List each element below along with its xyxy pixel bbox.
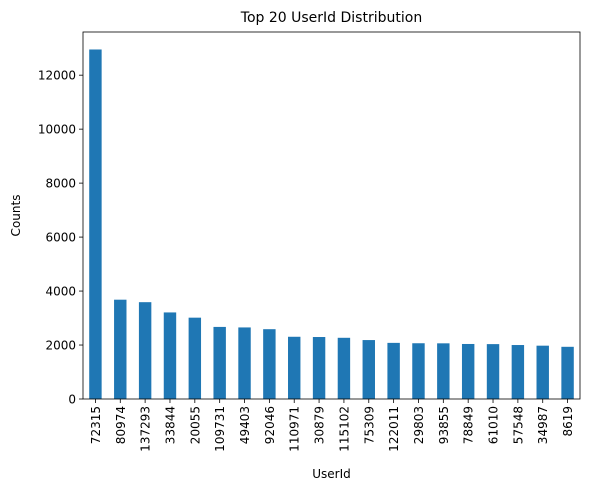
bar bbox=[337, 337, 351, 399]
x-tick-label: 78849 bbox=[462, 406, 476, 444]
x-tick-label: 93855 bbox=[437, 406, 451, 444]
x-tick-label: 137293 bbox=[139, 406, 153, 452]
chart-title: Top 20 UserId Distribution bbox=[240, 10, 422, 26]
x-tick-label: 20055 bbox=[188, 406, 202, 444]
y-tick-label: 6000 bbox=[45, 231, 76, 245]
y-tick-label: 2000 bbox=[45, 339, 76, 353]
bar bbox=[188, 317, 202, 399]
x-tick-label: 109731 bbox=[213, 406, 227, 452]
bar bbox=[213, 326, 226, 399]
x-tick-label: 57548 bbox=[511, 406, 525, 444]
bar bbox=[163, 312, 177, 399]
bar bbox=[288, 336, 301, 399]
bar bbox=[412, 343, 425, 399]
y-tick-label: 4000 bbox=[45, 285, 76, 299]
bar bbox=[511, 345, 525, 399]
x-axis-ticks: 72315 80974 137293 33844 20055 109731 49403 920… bbox=[89, 399, 575, 452]
x-tick-label: 33844 bbox=[163, 406, 177, 444]
y-axis-ticks: 0 2000 4000 6000 8000 10000 12000 bbox=[38, 69, 83, 407]
x-tick-label: 29803 bbox=[412, 406, 426, 444]
bar bbox=[437, 343, 450, 399]
x-tick-label: 8619 bbox=[561, 406, 575, 437]
y-tick-label: 12000 bbox=[38, 69, 76, 83]
bar bbox=[387, 342, 400, 399]
x-tick-label: 61010 bbox=[487, 406, 501, 444]
bar bbox=[536, 345, 549, 399]
bar bbox=[238, 327, 251, 399]
bar bbox=[362, 340, 375, 399]
y-tick-label: 8000 bbox=[45, 177, 76, 191]
bar bbox=[486, 344, 500, 399]
x-tick-label: 122011 bbox=[387, 406, 401, 452]
plot-frame bbox=[82, 31, 581, 400]
x-tick-label: 72315 bbox=[89, 406, 103, 444]
x-tick-label: 80974 bbox=[114, 406, 128, 444]
x-tick-label: 34987 bbox=[536, 406, 550, 444]
bar bbox=[89, 49, 102, 399]
y-axis-label: Counts bbox=[9, 195, 23, 237]
bar bbox=[138, 302, 152, 399]
bar bbox=[312, 337, 326, 399]
bar bbox=[461, 343, 475, 399]
bar-series bbox=[89, 49, 574, 399]
bar bbox=[263, 329, 276, 399]
x-tick-label: 92046 bbox=[263, 406, 277, 444]
y-tick-label: 0 bbox=[68, 393, 76, 407]
bar bbox=[561, 346, 574, 399]
x-tick-label: 110971 bbox=[288, 406, 302, 452]
x-tick-label: 115102 bbox=[337, 406, 351, 452]
x-axis-label: UserId bbox=[312, 467, 351, 481]
x-tick-label: 75309 bbox=[362, 406, 376, 444]
bar bbox=[114, 299, 127, 399]
x-tick-label: 49403 bbox=[238, 406, 252, 444]
x-tick-label: 30879 bbox=[313, 406, 327, 444]
y-tick-label: 10000 bbox=[38, 123, 76, 137]
